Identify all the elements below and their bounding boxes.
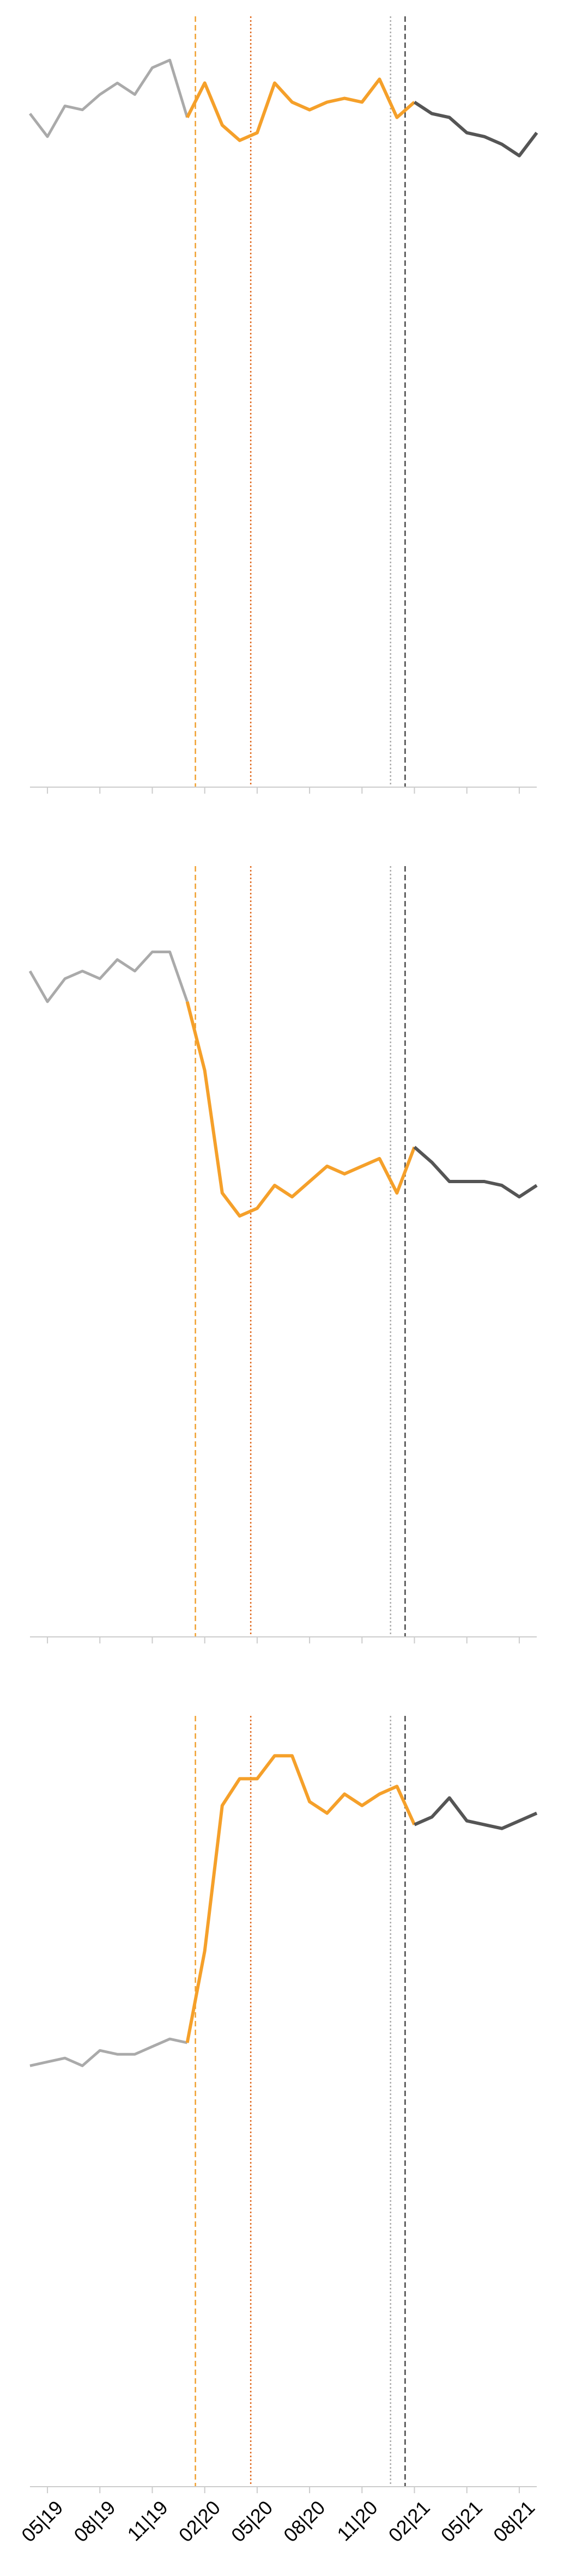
x-tick-label: 08|19: [69, 2496, 119, 2546]
x-tick-label: 02|21: [384, 2496, 434, 2546]
x-tick-label: 05|20: [227, 2496, 277, 2546]
x-tick-label: 02|20: [174, 2496, 225, 2546]
x-tick-label: 08|21: [489, 2496, 539, 2546]
x-tick-label: 11|20: [332, 2496, 381, 2545]
series-line-after-panel-1: [413, 100, 538, 157]
series-line-before-panel-2: [28, 951, 189, 1003]
series-line-before-panel-3: [29, 2037, 188, 2067]
series-line-during-panel-3: [185, 1754, 416, 2043]
series-line-during-panel-2: [185, 1001, 416, 1218]
series-line-after-panel-3: [414, 1796, 538, 1830]
x-tick-label: 05|19: [17, 2496, 67, 2546]
series-line-before-panel-1: [29, 58, 189, 138]
x-tick-label: 08|20: [279, 2496, 329, 2546]
x-tick-label: 11|19: [123, 2496, 172, 2545]
series-line-during-panel-1: [185, 77, 416, 142]
x-tick-label: 05|21: [436, 2496, 487, 2546]
series-line-after-panel-2: [413, 1146, 538, 1199]
